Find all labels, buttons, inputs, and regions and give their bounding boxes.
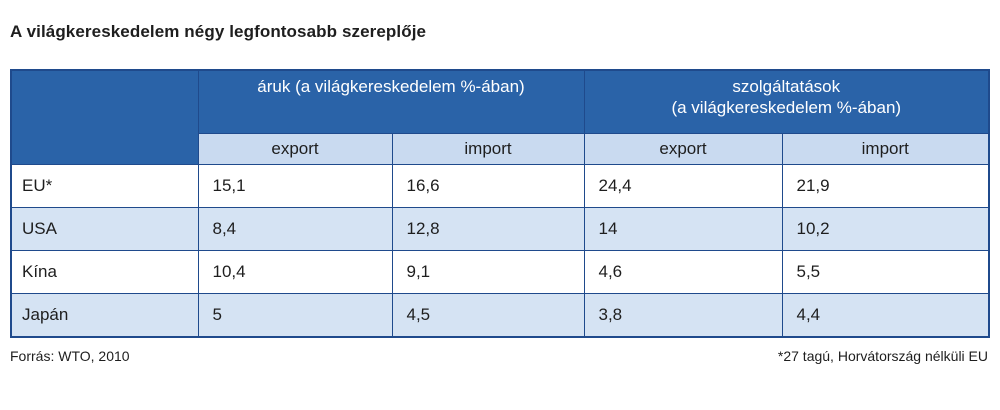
table-row: USA 8,4 12,8 14 10,2 <box>10 207 990 251</box>
table-row: Japán 5 4,5 3,8 4,4 <box>10 293 990 338</box>
goods-import-header: import <box>391 133 585 165</box>
row-label: EU* <box>10 164 199 208</box>
table-cell: 21,9 <box>781 164 990 208</box>
data-table-container: áruk (a világkereskedelem %-ában) szolgá… <box>10 69 991 338</box>
table-cell: 4,5 <box>391 293 585 338</box>
table-title: A világkereskedelem négy legfontosabb sz… <box>10 22 427 41</box>
services-export-header: export <box>583 133 783 165</box>
table-cell: 16,6 <box>391 164 585 208</box>
row-label: USA <box>10 207 199 251</box>
table-cell: 10,2 <box>781 207 990 251</box>
source-note: Forrás: WTO, 2010 <box>10 348 130 364</box>
goods-export-header: export <box>197 133 393 165</box>
table-cell: 14 <box>583 207 783 251</box>
row-label: Kína <box>10 250 199 294</box>
table-cell: 9,1 <box>391 250 585 294</box>
table-cell: 15,1 <box>197 164 393 208</box>
services-import-header: import <box>781 133 990 165</box>
table-cell: 24,4 <box>583 164 783 208</box>
table-cell: 5 <box>197 293 393 338</box>
table-row: Kína 10,4 9,1 4,6 5,5 <box>10 250 990 294</box>
table-cell: 3,8 <box>583 293 783 338</box>
services-group-header: szolgáltatások (a világkereskedelem %-áb… <box>583 69 990 134</box>
table-sub-header-row: export import export import <box>11 133 990 165</box>
goods-group-header: áruk (a világkereskedelem %-ában) <box>197 69 585 134</box>
table-cell: 4,4 <box>781 293 990 338</box>
table-group-header-row: áruk (a világkereskedelem %-ában) szolgá… <box>10 69 990 165</box>
table-cell: 12,8 <box>391 207 585 251</box>
table-cell: 8,4 <box>197 207 393 251</box>
row-label: Japán <box>10 293 199 338</box>
table-corner-cell <box>10 69 199 165</box>
table-cell: 5,5 <box>781 250 990 294</box>
table-cell: 10,4 <box>197 250 393 294</box>
table-cell: 4,6 <box>583 250 783 294</box>
footnote: *27 tagú, Horvátország nélküli EU <box>777 348 988 364</box>
trade-table: áruk (a világkereskedelem %-ában) szolgá… <box>10 69 991 338</box>
table-row: EU* 15,1 16,6 24,4 21,9 <box>10 164 990 208</box>
